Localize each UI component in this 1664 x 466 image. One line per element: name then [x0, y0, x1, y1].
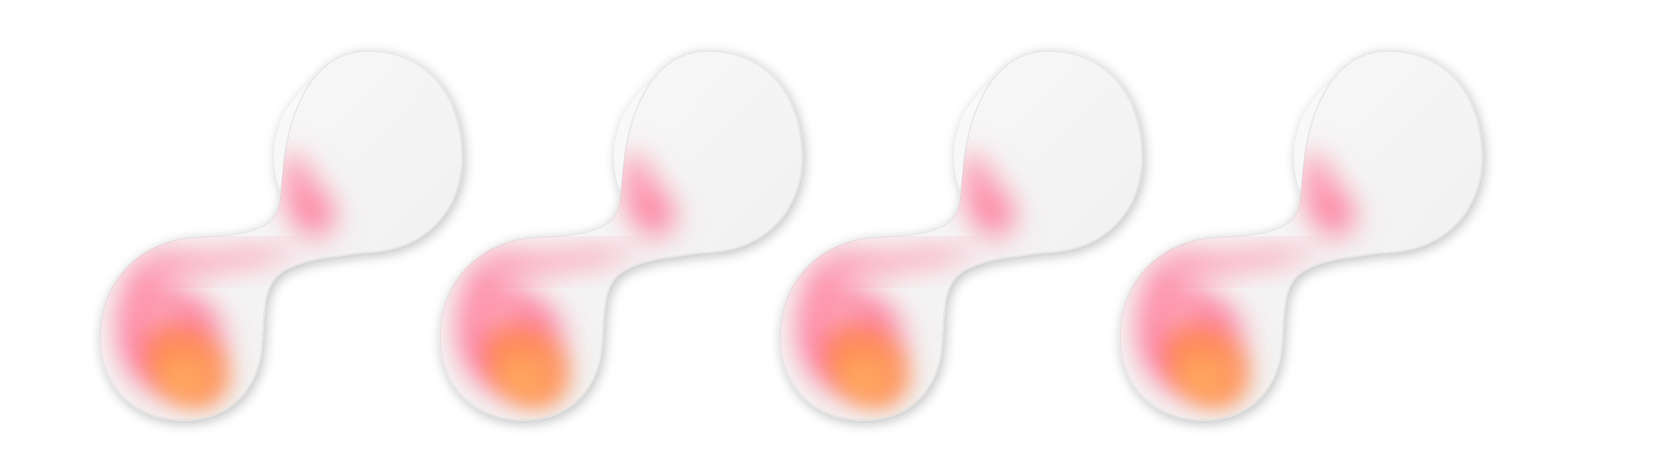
hourglass-blob-icon [439, 50, 803, 421]
hourglass-blob-icon [762, 40, 1182, 440]
hourglass-blob-icon [1102, 40, 1522, 440]
hourglass-blob-icon [99, 50, 463, 421]
hourglass-blob-icon [1119, 50, 1483, 421]
color-flow [1136, 150, 1369, 410]
hourglass-blob-icon [82, 40, 502, 440]
color-flow [116, 150, 349, 410]
hourglass-blob-icon [422, 40, 842, 440]
color-flow [456, 150, 689, 410]
hourglass-blob-icon [779, 50, 1143, 421]
color-flow [796, 150, 1029, 410]
